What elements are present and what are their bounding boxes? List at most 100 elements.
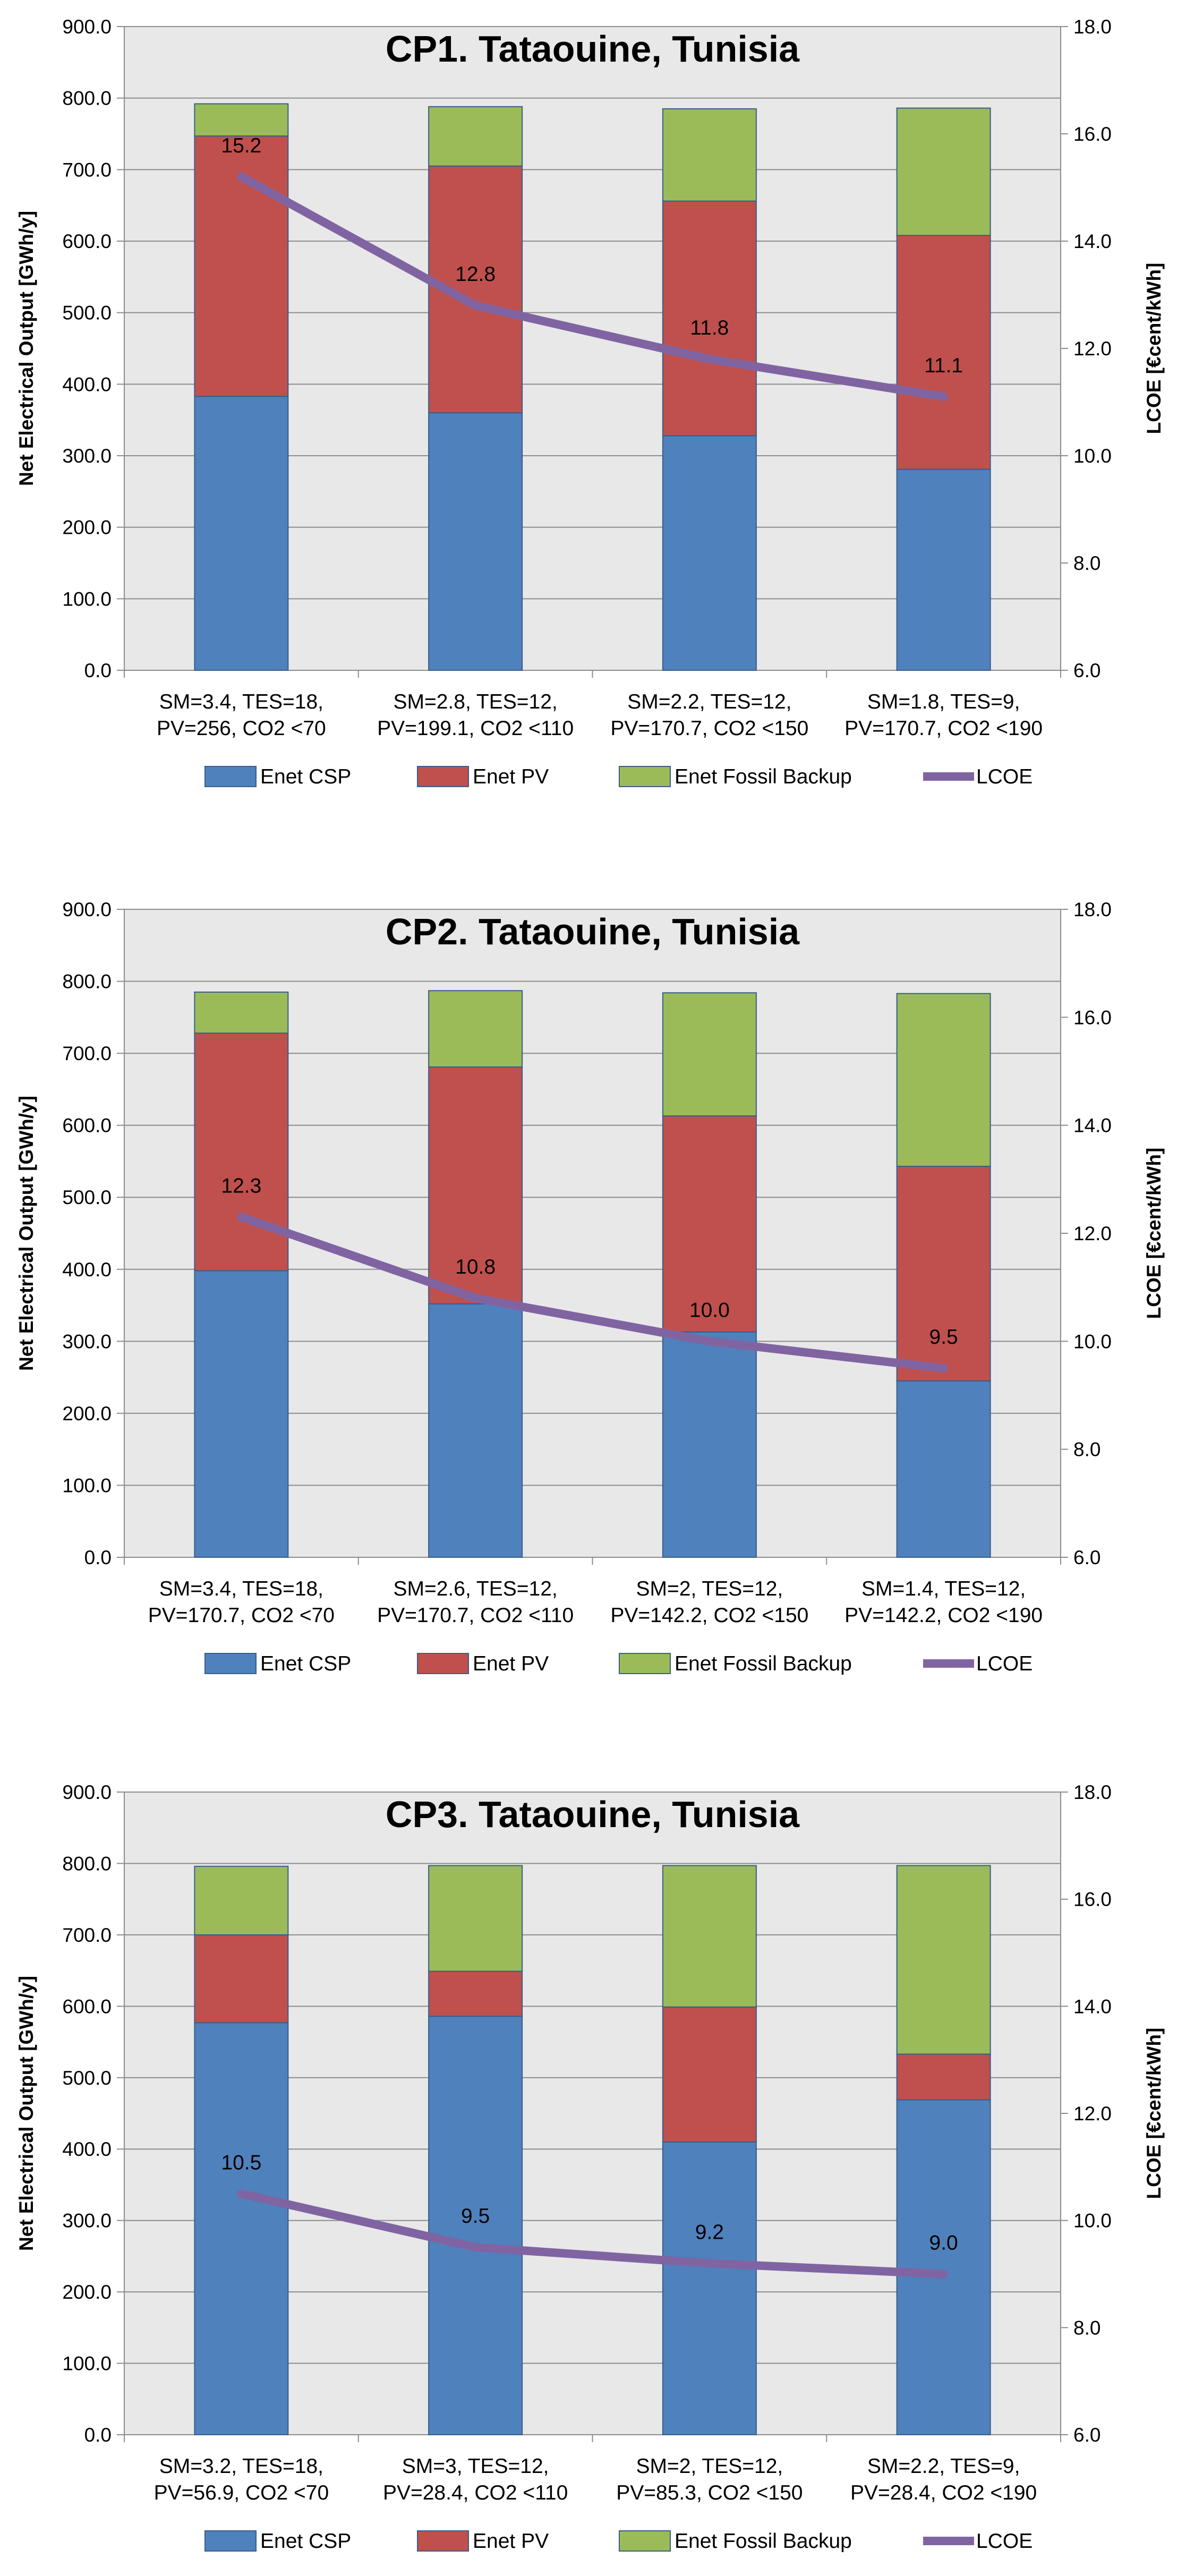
y-axis-title: Net Electrical Output [GWh/y] (15, 1096, 37, 1371)
bar-enet-pv (896, 1165, 991, 1381)
legend-label-lcoe: LCOE (976, 2530, 1033, 2553)
y2-axis-title: LCOE [€cent/kWh] (1143, 263, 1165, 434)
y-tick-label: 600.0 (62, 1995, 112, 2017)
lcoe-line (237, 172, 948, 401)
lcoe-point (474, 1297, 477, 1299)
lcoe-data-label: 11.1 (924, 354, 963, 377)
y-axis-title: Net Electrical Output [GWh/y] (15, 211, 37, 486)
chart-cp2: 0.0 100.0 200.0 300.0 400.0 500.0 600.0 700.0 80… (15, 899, 1165, 1675)
y2-tick-label: 12.0 (1073, 338, 1112, 360)
legend-label-enet-csp: Enet CSP (260, 2530, 351, 2553)
x-category-label: SM=3.2, TES=18, (159, 2455, 323, 2478)
legend-swatch-enet-pv (417, 2530, 469, 2552)
x-category-label: SM=1.8, TES=9, (867, 690, 1020, 713)
x-category-label: SM=3.4, TES=18, (159, 690, 323, 713)
x-category-label: SM=2.2, TES=9, (867, 2455, 1020, 2478)
chart-cp1: 0.0 100.0 200.0 300.0 400.0 500.0 600.0 700.0 80… (15, 16, 1165, 788)
legend-swatch-enet-fossil-backup (619, 2530, 671, 2552)
y2-tick-label: 8.0 (1073, 1439, 1100, 1461)
lcoe-point (708, 1340, 711, 1343)
x-category-label: SM=2, TES=12, (636, 1577, 783, 1600)
x-category-label: PV=170.7, CO2 <150 (610, 717, 808, 740)
bar-enet-pv (662, 1115, 757, 1333)
legend-label-enet-fossil-backup: Enet Fossil Backup (675, 2530, 852, 2553)
bar-enet-csp (662, 2141, 757, 2435)
y-tick-label: 600.0 (62, 1115, 112, 1137)
x-category-label: PV=142.2, CO2 <190 (844, 1604, 1043, 1627)
y-tick-label: 400.0 (62, 2138, 112, 2160)
y-tick-label: 900.0 (62, 16, 112, 38)
y-tick-label: 300.0 (62, 445, 112, 467)
y-tick-label: 200.0 (62, 517, 112, 539)
bar-enet-pv (428, 1066, 523, 1304)
lcoe-data-label: 9.2 (695, 2221, 724, 2244)
y-tick-label: 900.0 (62, 899, 112, 920)
bar-enet-csp (662, 1331, 757, 1558)
lcoe-data-label: 9.5 (929, 1326, 958, 1349)
bar-enet-fossil-backup (428, 990, 523, 1068)
legend-swatch-enet-fossil-backup (619, 766, 671, 787)
y-tick-label: 800.0 (62, 1853, 112, 1874)
x-category-label: PV=256, CO2 <70 (157, 717, 326, 740)
y-tick-label: 700.0 (62, 159, 112, 181)
legend-label-enet-fossil-backup: Enet Fossil Backup (675, 765, 852, 788)
y-tick-label: 200.0 (62, 2281, 112, 2303)
bar-enet-pv (662, 200, 757, 437)
y-tick-label: 0.0 (84, 2424, 112, 2446)
x-category-label: PV=28.4, CO2 <190 (850, 2481, 1037, 2504)
lcoe-data-label: 11.8 (690, 317, 729, 339)
bar-enet-csp (194, 2022, 289, 2435)
y-tick-label: 300.0 (62, 1330, 112, 1352)
bar-enet-fossil-backup (428, 106, 523, 167)
legend-label-enet-pv: Enet PV (473, 1652, 549, 1675)
chart-panel-cp3: 0.0 100.0 200.0 300.0 400.0 500.0 600.0 700.0 80… (0, 1742, 1186, 2576)
lcoe-point (240, 1216, 243, 1218)
y-tick-label: 200.0 (62, 1403, 112, 1425)
legend-swatch-enet-pv (417, 1653, 469, 1674)
bar-enet-fossil-backup (896, 107, 991, 236)
bar-enet-pv (194, 1934, 289, 2024)
y-tick-label: 400.0 (62, 1259, 112, 1281)
bar-enet-pv (896, 235, 991, 470)
bar-enet-fossil-backup (194, 103, 289, 137)
bar-enet-pv (896, 2053, 991, 2101)
x-category-label: PV=142.2, CO2 <150 (610, 1604, 808, 1627)
lcoe-point (240, 175, 243, 178)
y2-tick-label: 10.0 (1073, 2210, 1112, 2232)
legend-label-enet-pv: Enet PV (473, 765, 549, 788)
legend-swatch-enet-csp (204, 1653, 257, 1674)
y2-tick-label: 10.0 (1073, 1330, 1112, 1352)
bar-enet-fossil-backup (662, 1865, 757, 2008)
x-category-label: SM=3.4, TES=18, (159, 1577, 323, 1600)
legend-swatch-enet-fossil-backup (619, 1653, 671, 1674)
y-tick-label: 100.0 (62, 2353, 112, 2375)
x-category-label: SM=3, TES=12, (402, 2455, 549, 2478)
lcoe-point (708, 358, 711, 361)
bar-enet-csp (194, 1270, 289, 1558)
bar-enet-csp (428, 1303, 523, 1558)
bar-enet-fossil-backup (194, 1865, 289, 1935)
y2-tick-label: 12.0 (1073, 2103, 1112, 2125)
legend-label-lcoe: LCOE (976, 765, 1033, 788)
x-category-label: SM=2, TES=12, (636, 2455, 783, 2478)
lcoe-line (237, 1213, 948, 1373)
lcoe-data-label: 10.8 (455, 1256, 496, 1278)
lcoe-data-label: 15.2 (221, 134, 261, 157)
bar-enet-fossil-backup (662, 992, 757, 1117)
y2-tick-label: 14.0 (1073, 1995, 1112, 2017)
y-tick-label: 700.0 (62, 1924, 112, 1946)
y2-tick-label: 6.0 (1073, 660, 1100, 681)
y2-tick-label: 6.0 (1073, 1547, 1100, 1568)
lcoe-data-label: 9.5 (461, 2205, 490, 2228)
legend-label-enet-csp: Enet CSP (260, 1652, 351, 1675)
lcoe-point (474, 304, 477, 307)
bar-enet-fossil-backup (662, 108, 757, 202)
y2-tick-label: 12.0 (1073, 1223, 1112, 1244)
y2-tick-label: 16.0 (1073, 1006, 1112, 1028)
lcoe-data-label: 12.3 (221, 1175, 261, 1198)
y-tick-label: 500.0 (62, 302, 112, 324)
x-category-label: PV=170.7, CO2 <190 (844, 717, 1043, 740)
legend-label-enet-pv: Enet PV (473, 2530, 549, 2553)
chart-title: CP2. Tataouine, Tunisia (386, 911, 800, 952)
lcoe-point (942, 1367, 945, 1370)
